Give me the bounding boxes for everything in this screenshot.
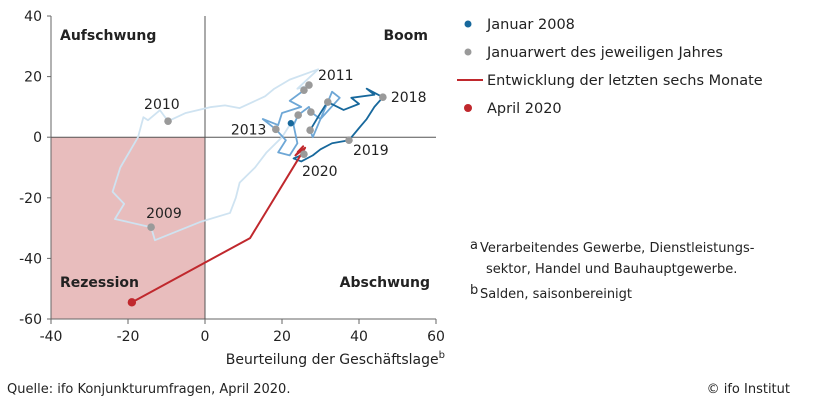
january-point (306, 126, 314, 135)
january-point (379, 93, 387, 102)
year-label: 2010 (144, 97, 180, 113)
january-point (300, 150, 308, 158)
footnote-b-text: Salden, saisonbereinigt (480, 287, 632, 302)
legend-label: Januar 2008 (486, 17, 575, 33)
series-line-path-2010-2014 (261, 84, 341, 157)
january-point (307, 108, 315, 116)
x-tick-label: 0 (201, 329, 210, 345)
year-label: 2018 (391, 90, 427, 106)
january-point (147, 223, 155, 231)
legend-label: Januarwert des jeweiligen Jahres (486, 45, 723, 61)
year-label: 2013 (231, 122, 267, 138)
x-axis-label: Beurteilung der Geschäftslageb (226, 350, 445, 368)
quadrant-label-aufschwung: Aufschwung (60, 28, 156, 44)
recession-quadrant-fill (51, 137, 205, 319)
year-label: 2011 (318, 68, 354, 84)
january-points: 2009 2010 2011 2013 2018 2019 2020 (127, 68, 427, 307)
legend-label: Entwicklung der letzten sechs Monate (487, 73, 763, 89)
year-label: 2009 (146, 206, 182, 222)
january-point (345, 136, 353, 145)
y-tick-label: -20 (19, 191, 42, 207)
april-2020-point (127, 298, 137, 307)
footnote-a-mark: a (470, 238, 478, 253)
legend-dot-januarwert (464, 48, 472, 56)
x-tick-label: -40 (40, 329, 63, 345)
copyright: © ifo Institut (707, 382, 790, 397)
y-tick-label: 0 (33, 130, 42, 146)
x-tick-label: 60 (427, 329, 445, 345)
january-point (300, 86, 308, 95)
source-note: Quelle: ifo Konjunkturumfragen, April 20… (7, 382, 290, 397)
legend: Januar 2008 Januarwert des jeweiligen Ja… (457, 17, 763, 117)
legend-label: April 2020 (487, 101, 562, 117)
x-tick-label: -20 (117, 329, 140, 345)
footnotes: a Verarbeitendes Gewerbe, Dienstleistung… (470, 238, 755, 302)
january-point (164, 117, 172, 125)
x-tick-label: 40 (350, 329, 368, 345)
series-line-path-2008-2010 (111, 68, 320, 242)
january-point (272, 125, 280, 134)
quadrant-label-rezession: Rezession (60, 275, 139, 291)
quadrant-label-boom: Boom (384, 28, 429, 44)
footnote-a-line2: sektor, Handel und Bauhauptgewerbe. (486, 262, 737, 277)
x-axis-label-footnote-mark: b (439, 350, 445, 361)
year-label: 2019 (353, 143, 389, 159)
january-point (305, 81, 313, 89)
y-tick-label: 20 (24, 70, 42, 86)
y-tick-label: -40 (19, 251, 42, 267)
quadrant-label-abschwung: Abschwung (340, 275, 430, 291)
legend-dot-januar-2008 (464, 20, 472, 28)
footnote-b-mark: b (470, 283, 478, 298)
footnote-a-line1: Verarbeitendes Gewerbe, Dienstleistungs- (480, 241, 755, 256)
january-point (294, 111, 302, 119)
x-tick-label: 20 (273, 329, 291, 345)
y-tick-label: 40 (24, 9, 42, 25)
legend-dot-april-2020 (464, 104, 472, 112)
january-point (324, 98, 332, 106)
year-label: 2020 (302, 164, 338, 180)
y-tick-label: -60 (19, 312, 42, 328)
start-point-januar-2008 (287, 120, 295, 127)
series-line-recent (131, 145, 307, 304)
